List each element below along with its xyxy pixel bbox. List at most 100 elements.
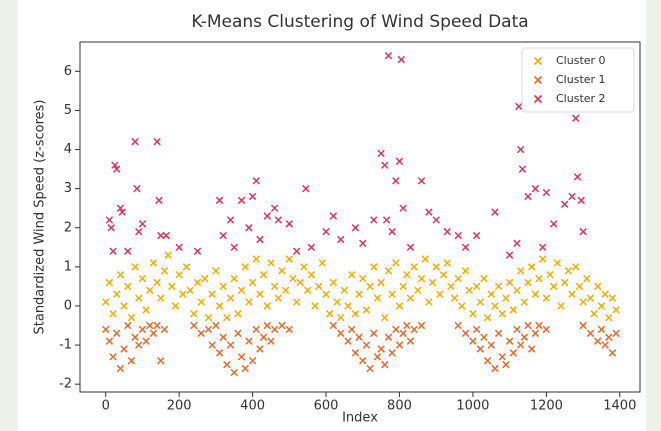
data-point [230, 243, 238, 252]
data-point [135, 341, 143, 349]
data-point [381, 313, 389, 322]
data-point [370, 263, 378, 271]
data-point [498, 353, 507, 361]
data-point [105, 216, 114, 224]
data-point [256, 290, 264, 298]
data-point [564, 267, 573, 275]
data-point [329, 212, 338, 220]
data-point [142, 337, 150, 345]
data-point [285, 255, 294, 263]
data-point [377, 345, 385, 353]
data-point [487, 290, 496, 298]
data-point [513, 286, 521, 295]
data-point [406, 243, 415, 252]
data-point [516, 341, 525, 349]
y-tick-label: -2 [59, 377, 72, 392]
data-point [436, 290, 444, 298]
data-point [190, 321, 198, 330]
data-point [201, 274, 209, 283]
data-point [204, 313, 213, 322]
data-point [193, 247, 202, 255]
x-axis-label: Index [342, 411, 378, 426]
data-point [307, 243, 316, 252]
data-point [112, 329, 121, 338]
x-tick-label: 1000 [456, 399, 489, 414]
data-point [322, 227, 330, 236]
chart-title: K-Means Clustering of Wind Speed Data [191, 12, 528, 32]
data-point [285, 325, 294, 334]
data-point [226, 216, 235, 224]
data-point [583, 274, 591, 283]
data-point [502, 360, 510, 369]
data-point [370, 216, 378, 224]
data-point [538, 255, 547, 263]
data-point [274, 294, 283, 302]
data-point [336, 329, 345, 338]
data-point [586, 294, 595, 302]
data-point [248, 192, 257, 201]
data-point [252, 325, 260, 334]
y-tick-label: 5 [64, 103, 72, 118]
data-point [325, 310, 334, 318]
data-point [175, 270, 183, 279]
data-point [483, 356, 492, 365]
y-tick-label: 6 [64, 64, 72, 79]
data-point [461, 329, 470, 338]
data-point [223, 313, 231, 322]
data-point [392, 259, 400, 267]
data-point [230, 274, 238, 283]
data-point [542, 294, 551, 302]
data-point [256, 345, 264, 353]
data-point [395, 157, 404, 166]
data-point [101, 298, 110, 306]
data-point [373, 353, 382, 361]
data-point [160, 325, 169, 334]
data-point [124, 321, 132, 330]
x-tick-label: 1400 [603, 399, 636, 414]
data-point [608, 294, 617, 302]
data-point [472, 282, 481, 291]
data-point [359, 239, 367, 248]
data-point [505, 278, 514, 287]
y-tick-label: -1 [59, 338, 72, 353]
data-point [417, 177, 426, 185]
data-point [355, 290, 363, 298]
data-point [542, 325, 551, 334]
data-point [487, 341, 496, 349]
data-point [443, 259, 451, 267]
data-point [215, 349, 224, 357]
data-point [399, 282, 407, 291]
data-point [193, 278, 202, 287]
data-point [252, 177, 260, 185]
data-point [278, 267, 286, 275]
data-point [270, 204, 279, 212]
data-point [612, 329, 620, 338]
data-point [388, 290, 396, 298]
data-point [417, 274, 426, 283]
data-point [204, 325, 213, 334]
data-point [605, 333, 613, 341]
x-tick-label: 800 [387, 399, 412, 414]
data-point [336, 313, 345, 322]
data-point [590, 310, 598, 318]
data-point [212, 267, 220, 275]
data-point [270, 282, 279, 291]
data-point [237, 196, 246, 205]
data-point [340, 286, 349, 295]
data-point [111, 161, 119, 169]
data-point [149, 259, 158, 267]
x-tick-label: 200 [167, 399, 192, 414]
data-point [513, 325, 521, 334]
data-point [263, 302, 272, 310]
data-point [432, 216, 440, 224]
data-point [573, 173, 582, 181]
data-point [494, 329, 503, 338]
data-point [560, 200, 569, 209]
data-point [175, 243, 183, 252]
data-point [406, 294, 415, 302]
data-point [171, 302, 180, 310]
data-point [373, 294, 382, 302]
data-point [572, 263, 580, 271]
data-point [594, 337, 602, 345]
data-point [461, 243, 470, 252]
